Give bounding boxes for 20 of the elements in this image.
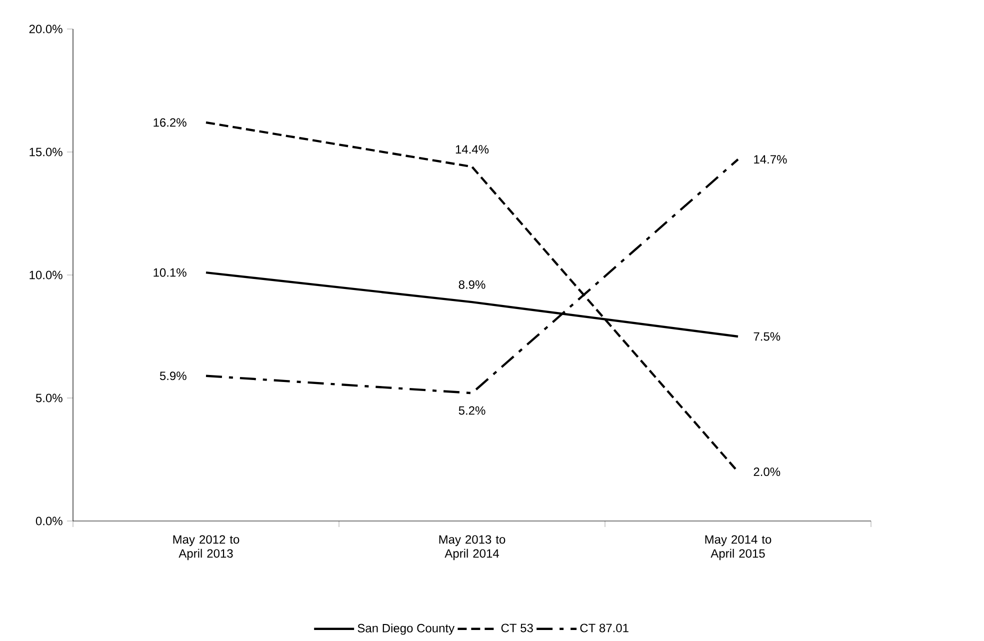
y-tick-label: 20.0% [29,24,62,34]
data-label: 16.2% [154,118,186,127]
data-label: 14.4% [456,145,489,154]
data-label: 5.9% [160,372,186,380]
x-tick-label: May 2012 to April 2013 [173,535,240,560]
data-label: 14.7% [754,155,787,164]
data-label: 8.9% [458,280,486,289]
data-label: 2.0% [754,468,780,476]
data-label: 7.5% [754,332,780,341]
data-label: 10.1% [154,268,186,277]
legend-label: CT 87.01 [580,624,628,632]
x-tick-label: May 2013 to April 2014 [439,535,506,560]
y-tick-label: 10.0% [30,270,62,280]
y-tick-label: 0.0% [36,516,62,526]
y-tick-label: 5.0% [36,394,62,402]
y-tick-label: 15.0% [30,148,62,156]
data-label: 5.2% [458,406,486,415]
legend-label: CT 53 [501,624,533,632]
legend-label: San Diego County [358,624,455,635]
x-tick-label: May 2014 to April 2015 [705,535,772,560]
